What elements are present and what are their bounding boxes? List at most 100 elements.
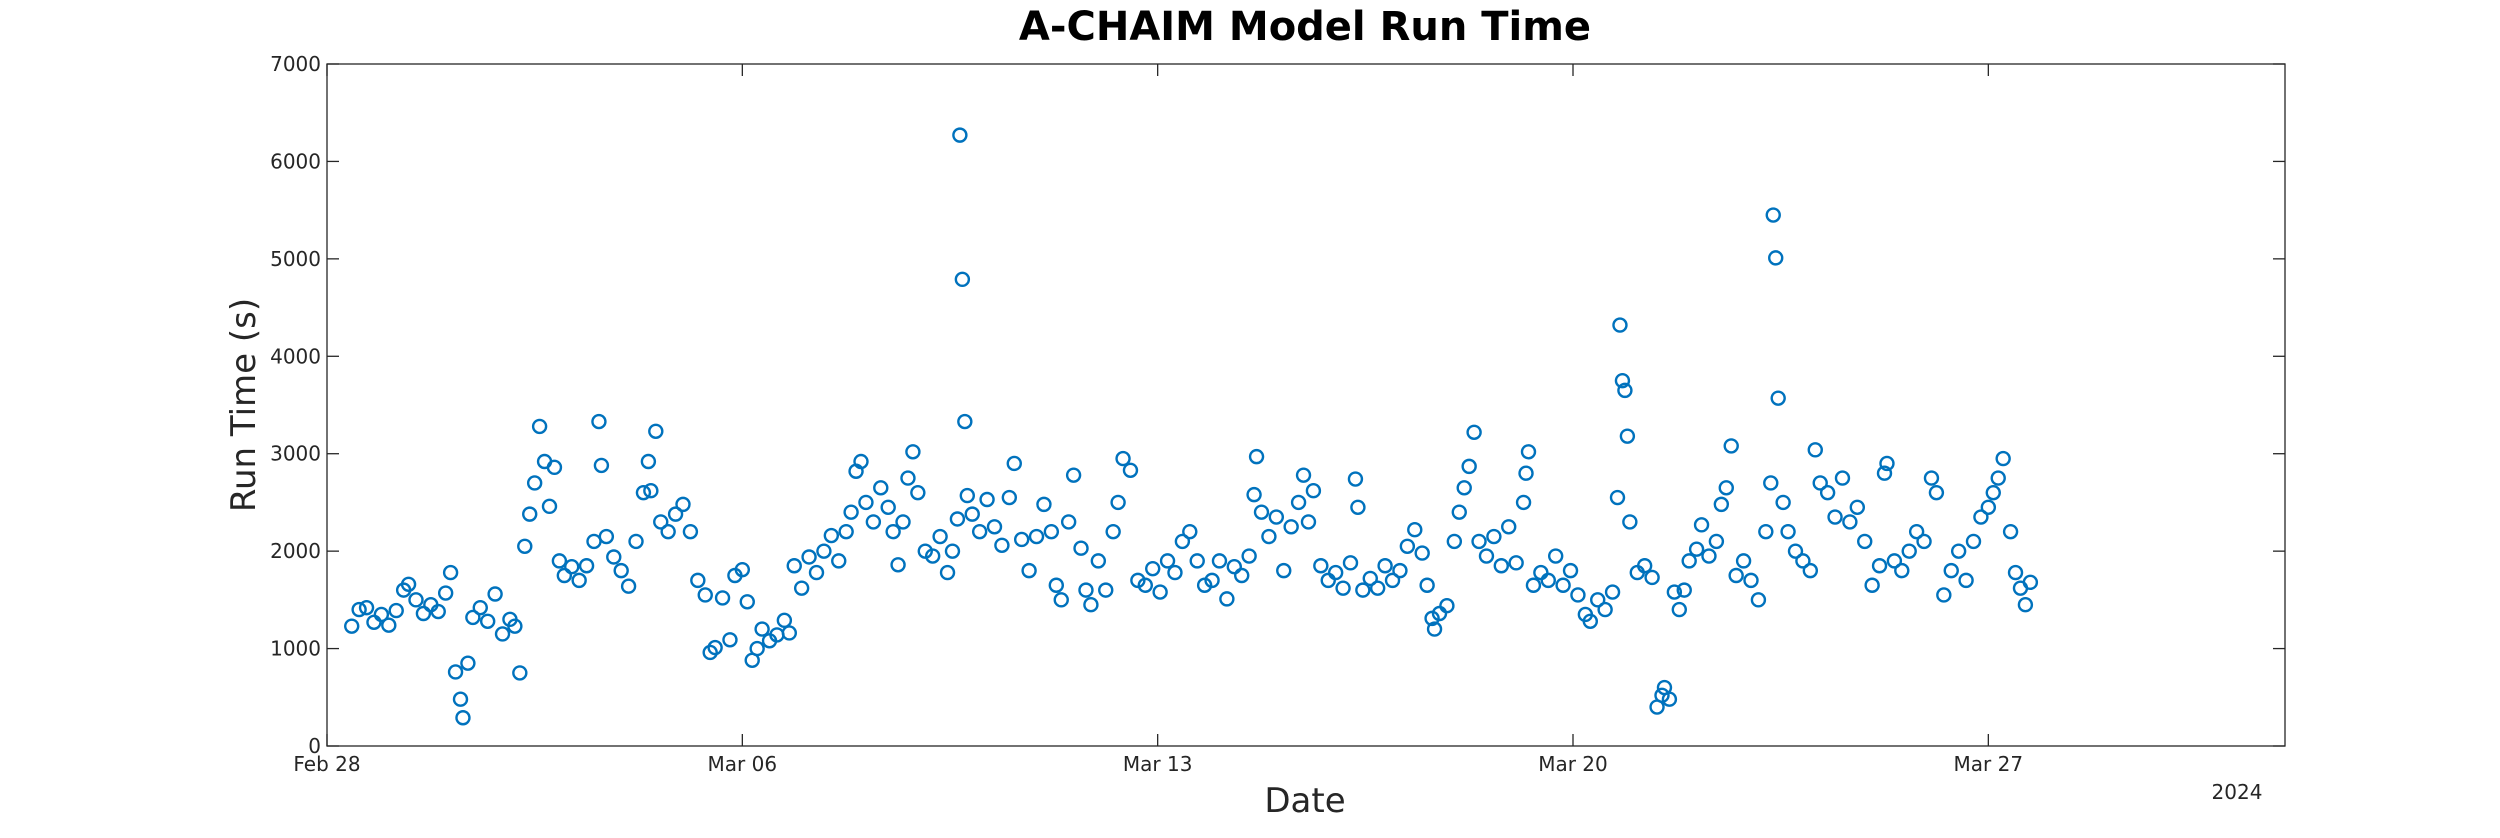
data-point [1090, 553, 1107, 569]
x-tick-label: Feb 28 [293, 752, 360, 776]
data-point [522, 506, 538, 522]
data-point [1958, 572, 1974, 589]
data-point [1290, 494, 1307, 511]
data-point [400, 576, 417, 592]
y-tick-label: 7000 [270, 52, 321, 76]
data-point [1036, 496, 1052, 513]
data-point [924, 548, 941, 564]
data-point [408, 592, 424, 608]
chart-title: A-CHAIM Model Run Time [1019, 4, 1591, 50]
data-point [697, 587, 713, 603]
data-point [460, 655, 476, 671]
data-point [1693, 517, 1710, 533]
data-point [1743, 572, 1759, 589]
data-point [593, 457, 610, 474]
data-point [858, 494, 874, 511]
data-point [1604, 584, 1621, 600]
y-tick-label: 6000 [270, 149, 321, 173]
data-point [823, 527, 840, 544]
data-point [964, 506, 980, 522]
data-point [531, 418, 548, 435]
data-point [442, 564, 459, 581]
data-point [734, 561, 751, 578]
data-point [1520, 444, 1537, 460]
x-axis-title: Date [1264, 781, 1345, 821]
data-point [1268, 509, 1285, 525]
data-point [1098, 582, 1114, 598]
data-point [2017, 597, 2034, 613]
data-point [1174, 533, 1191, 550]
data-point [388, 602, 404, 619]
data-point [1073, 540, 1089, 556]
data-point [1013, 531, 1030, 548]
data-point [690, 572, 706, 589]
data-point [994, 537, 1010, 553]
data-point [578, 558, 595, 574]
data-point [1614, 372, 1631, 389]
data-point [949, 511, 966, 527]
data-point [598, 528, 615, 545]
data-point [1701, 548, 1717, 564]
data-point [344, 618, 360, 634]
data-point [1768, 250, 1784, 266]
data-point [986, 519, 1003, 535]
x-axis-year-label: 2024 [2212, 780, 2263, 804]
y-tick-label: 4000 [270, 344, 321, 368]
data-point [1283, 519, 1299, 535]
data-point [1555, 577, 1571, 593]
data-point [1369, 580, 1386, 596]
data-point [447, 664, 464, 680]
data-point [1597, 601, 1613, 618]
data-point [1446, 533, 1463, 550]
x-tick-label: Mar 20 [1538, 752, 1608, 776]
data-point [1763, 475, 1779, 491]
data-point [507, 618, 523, 634]
data-point [1419, 577, 1435, 593]
data-point [1644, 569, 1660, 586]
data-point [1765, 207, 1781, 223]
data-point [1515, 494, 1532, 511]
data-point [873, 480, 889, 496]
data-point [1827, 509, 1843, 525]
data-point [880, 499, 896, 515]
y-tick-label: 0 [308, 734, 321, 758]
data-point [1508, 555, 1524, 571]
data-point [437, 585, 454, 601]
data-point [957, 413, 973, 430]
data-point [1622, 514, 1638, 530]
data-point [2022, 574, 2039, 591]
data-point [1300, 514, 1317, 530]
data-point [1582, 613, 1599, 629]
data-point [1518, 465, 1534, 481]
data-point [1384, 572, 1401, 589]
data-point [1471, 533, 1487, 550]
data-point [1525, 577, 1542, 593]
data-point [1219, 591, 1235, 607]
data-point [1456, 480, 1472, 496]
data-point [1234, 567, 1250, 584]
data-point [1110, 494, 1126, 511]
data-point [648, 423, 664, 440]
data-point [1612, 317, 1628, 333]
data-point [675, 496, 691, 513]
data-point [1787, 543, 1804, 559]
data-point [1335, 580, 1351, 596]
data-point [1985, 484, 2001, 501]
data-point [1871, 558, 1888, 574]
data-point [653, 514, 669, 530]
data-point [1990, 470, 2006, 486]
data-point [1886, 553, 1903, 569]
data-point [2002, 523, 2019, 540]
data-point [613, 562, 629, 579]
data-point [843, 504, 859, 520]
data-point [1377, 558, 1393, 574]
data-point [1392, 562, 1408, 579]
data-point [415, 605, 432, 622]
x-tick-label: Mar 13 [1123, 752, 1193, 776]
data-point [932, 528, 948, 545]
data-point [1248, 448, 1265, 465]
data-point [1936, 587, 1952, 603]
data-point [1043, 523, 1060, 540]
data-point [1122, 462, 1139, 478]
data-point [1211, 553, 1228, 569]
